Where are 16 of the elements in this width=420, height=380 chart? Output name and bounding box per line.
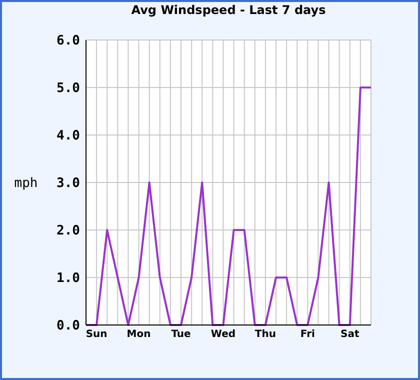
y-tick-label: 2.0 <box>56 224 80 239</box>
x-tick-label: Fri <box>300 329 315 340</box>
y-tick-label: 0.0 <box>56 318 80 334</box>
y-tick-label: 4.0 <box>56 128 80 144</box>
x-tick-label: Mon <box>126 329 151 340</box>
y-tick-label: 5.0 <box>56 81 80 96</box>
y-axis-title: mph <box>14 176 38 192</box>
x-tick-label: Sat <box>340 329 360 340</box>
chart-title: Avg Windspeed - Last 7 days <box>131 3 326 17</box>
y-tick-label: 1.0 <box>56 271 80 286</box>
x-tick-label: Tue <box>171 329 192 340</box>
y-tick-label: 6.0 <box>56 34 80 49</box>
y-tick-label: 3.0 <box>56 176 80 192</box>
x-tick-label: Wed <box>210 329 236 340</box>
x-tick-label: Sun <box>86 329 108 340</box>
x-tick-label: Thu <box>254 329 276 340</box>
